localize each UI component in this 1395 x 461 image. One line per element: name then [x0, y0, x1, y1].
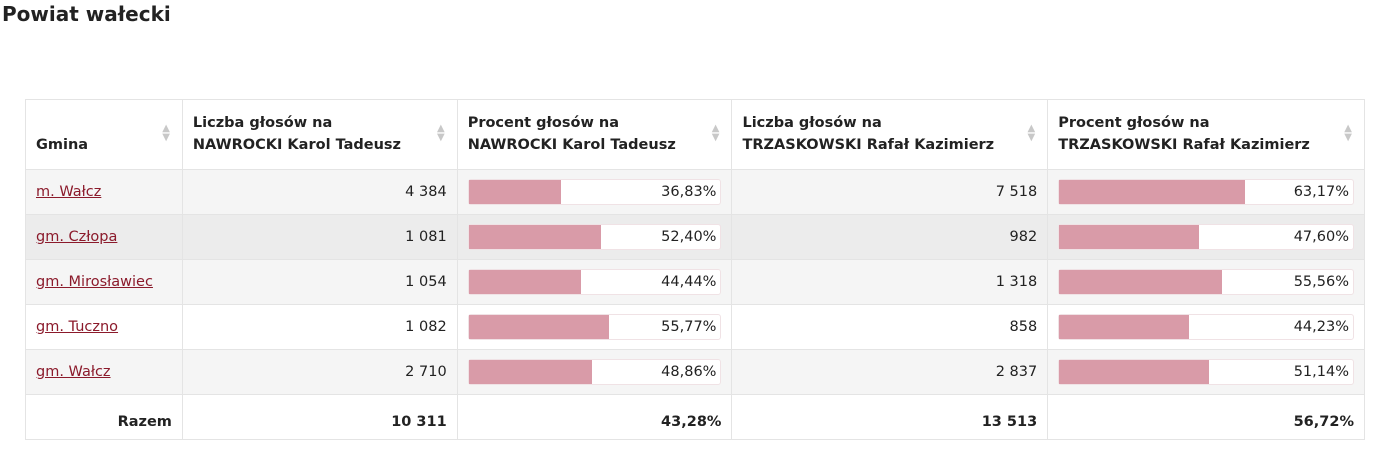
- percent-label: 51,14%: [1293, 364, 1349, 380]
- percent-cell: 55,77%: [456, 304, 733, 350]
- page-title: Powiat wałecki: [2, 2, 171, 26]
- total-cell: 10 311: [181, 394, 458, 440]
- bar-track: 52,40%: [467, 224, 722, 250]
- bar: [1059, 315, 1190, 339]
- votes-cell: 1 081: [181, 214, 458, 260]
- table-row: gm. Wałcz 2 710 48,86% 2 837 51,14%: [25, 349, 1365, 395]
- votes-cell: 982: [731, 214, 1049, 260]
- bar-track: 55,56%: [1058, 269, 1354, 295]
- votes-cell: 1 054: [181, 259, 458, 305]
- percent-cell: 48,86%: [456, 349, 733, 395]
- gmina-link[interactable]: gm. Tuczno: [36, 319, 119, 335]
- percent-label: 44,23%: [1293, 319, 1349, 335]
- votes-cell: 2 710: [181, 349, 458, 395]
- percent-label: 63,17%: [1293, 184, 1349, 200]
- bar: [468, 180, 562, 204]
- votes-cell: 7 518: [731, 169, 1049, 215]
- bar: [1059, 360, 1210, 384]
- total-cell: 13 513: [731, 394, 1049, 440]
- bar: [1059, 270, 1223, 294]
- bar-track: 55,77%: [467, 314, 722, 340]
- column-header[interactable]: Gmina ▲ ▼: [25, 99, 183, 170]
- bar-track: 36,83%: [467, 179, 722, 205]
- bar: [468, 315, 610, 339]
- percent-cell: 44,44%: [456, 259, 733, 305]
- percent-label: 36,83%: [661, 184, 717, 200]
- votes-cell: 1 082: [181, 304, 458, 350]
- column-header[interactable]: Liczba głosów na NAWROCKI Karol Tadeusz ▲…: [181, 99, 458, 170]
- bar: [1059, 225, 1200, 249]
- votes-cell: 2 837: [731, 349, 1049, 395]
- bar: [468, 270, 581, 294]
- bar: [468, 360, 592, 384]
- column-header[interactable]: Liczba głosów na TRZASKOWSKI Rafał Kazim…: [731, 99, 1049, 170]
- gmina-cell: m. Wałcz: [25, 169, 183, 215]
- bar-track: 51,14%: [1058, 359, 1354, 385]
- votes-cell: 858: [731, 304, 1049, 350]
- header-text: Procent głosów na NAWROCKI Karol Tadeusz: [467, 115, 676, 153]
- percent-label: 52,40%: [661, 229, 717, 245]
- total-cell: 43,28%: [456, 394, 733, 440]
- percent-label: 47,60%: [1293, 229, 1349, 245]
- bar-track: 63,17%: [1058, 179, 1354, 205]
- gmina-link[interactable]: gm. Człopa: [36, 229, 118, 245]
- percent-label: 55,77%: [661, 319, 717, 335]
- table-row: gm. Człopa 1 081 52,40% 982 47,60%: [25, 214, 1365, 260]
- sort-icon: ▲ ▼: [711, 123, 720, 143]
- bar-track: 47,60%: [1058, 224, 1354, 250]
- percent-label: 48,86%: [661, 364, 717, 380]
- gmina-link[interactable]: gm. Mirosławiec: [36, 274, 153, 290]
- bar: [468, 225, 601, 249]
- bar: [1059, 180, 1245, 204]
- sort-icon: ▲ ▼: [162, 123, 170, 143]
- percent-cell: 51,14%: [1047, 349, 1365, 395]
- total-cell: 56,72%: [1047, 394, 1365, 440]
- percent-cell: 63,17%: [1047, 169, 1365, 215]
- results-table: Gmina ▲ ▼ Liczba głosów na NAWROCKI Karol T…: [25, 99, 1365, 440]
- table-row: m. Wałcz 4 384 36,83% 7 518 63,17%: [25, 169, 1365, 215]
- percent-cell: 52,40%: [456, 214, 733, 260]
- header-text: Liczba głosów na NAWROCKI Karol Tadeusz: [192, 115, 401, 153]
- percent-cell: 44,23%: [1047, 304, 1365, 350]
- gmina-cell: gm. Wałcz: [25, 349, 183, 395]
- bar-track: 44,44%: [467, 269, 722, 295]
- gmina-cell: gm. Człopa: [25, 214, 183, 260]
- table-row: gm. Tuczno 1 082 55,77% 858 44,23%: [25, 304, 1365, 350]
- gmina-cell: gm. Tuczno: [25, 304, 183, 350]
- bar-track: 44,23%: [1058, 314, 1354, 340]
- votes-cell: 1 318: [731, 259, 1049, 305]
- header-text: Procent głosów na TRZASKOWSKI Rafał Kazi…: [1058, 115, 1310, 153]
- header-text: Gmina: [36, 137, 89, 153]
- gmina-link[interactable]: gm. Wałcz: [36, 364, 111, 380]
- percent-cell: 36,83%: [456, 169, 733, 215]
- votes-cell: 4 384: [181, 169, 458, 215]
- percent-cell: 55,56%: [1047, 259, 1365, 305]
- header-text: Liczba głosów na TRZASKOWSKI Rafał Kazim…: [742, 115, 995, 153]
- table-row: gm. Mirosławiec 1 054 44,44% 1 318 55,56%: [25, 259, 1365, 305]
- total-cell: Razem: [25, 394, 183, 440]
- percent-label: 44,44%: [661, 274, 717, 290]
- gmina-cell: gm. Mirosławiec: [25, 259, 183, 305]
- sort-icon: ▲ ▼: [1344, 123, 1352, 143]
- sort-icon: ▲ ▼: [436, 123, 445, 143]
- bar-track: 48,86%: [467, 359, 722, 385]
- column-header[interactable]: Procent głosów na TRZASKOWSKI Rafał Kazi…: [1047, 99, 1365, 170]
- percent-cell: 47,60%: [1047, 214, 1365, 260]
- gmina-link[interactable]: m. Wałcz: [36, 184, 102, 200]
- column-header[interactable]: Procent głosów na NAWROCKI Karol Tadeusz…: [456, 99, 733, 170]
- sort-icon: ▲ ▼: [1027, 123, 1036, 143]
- percent-label: 55,56%: [1293, 274, 1349, 290]
